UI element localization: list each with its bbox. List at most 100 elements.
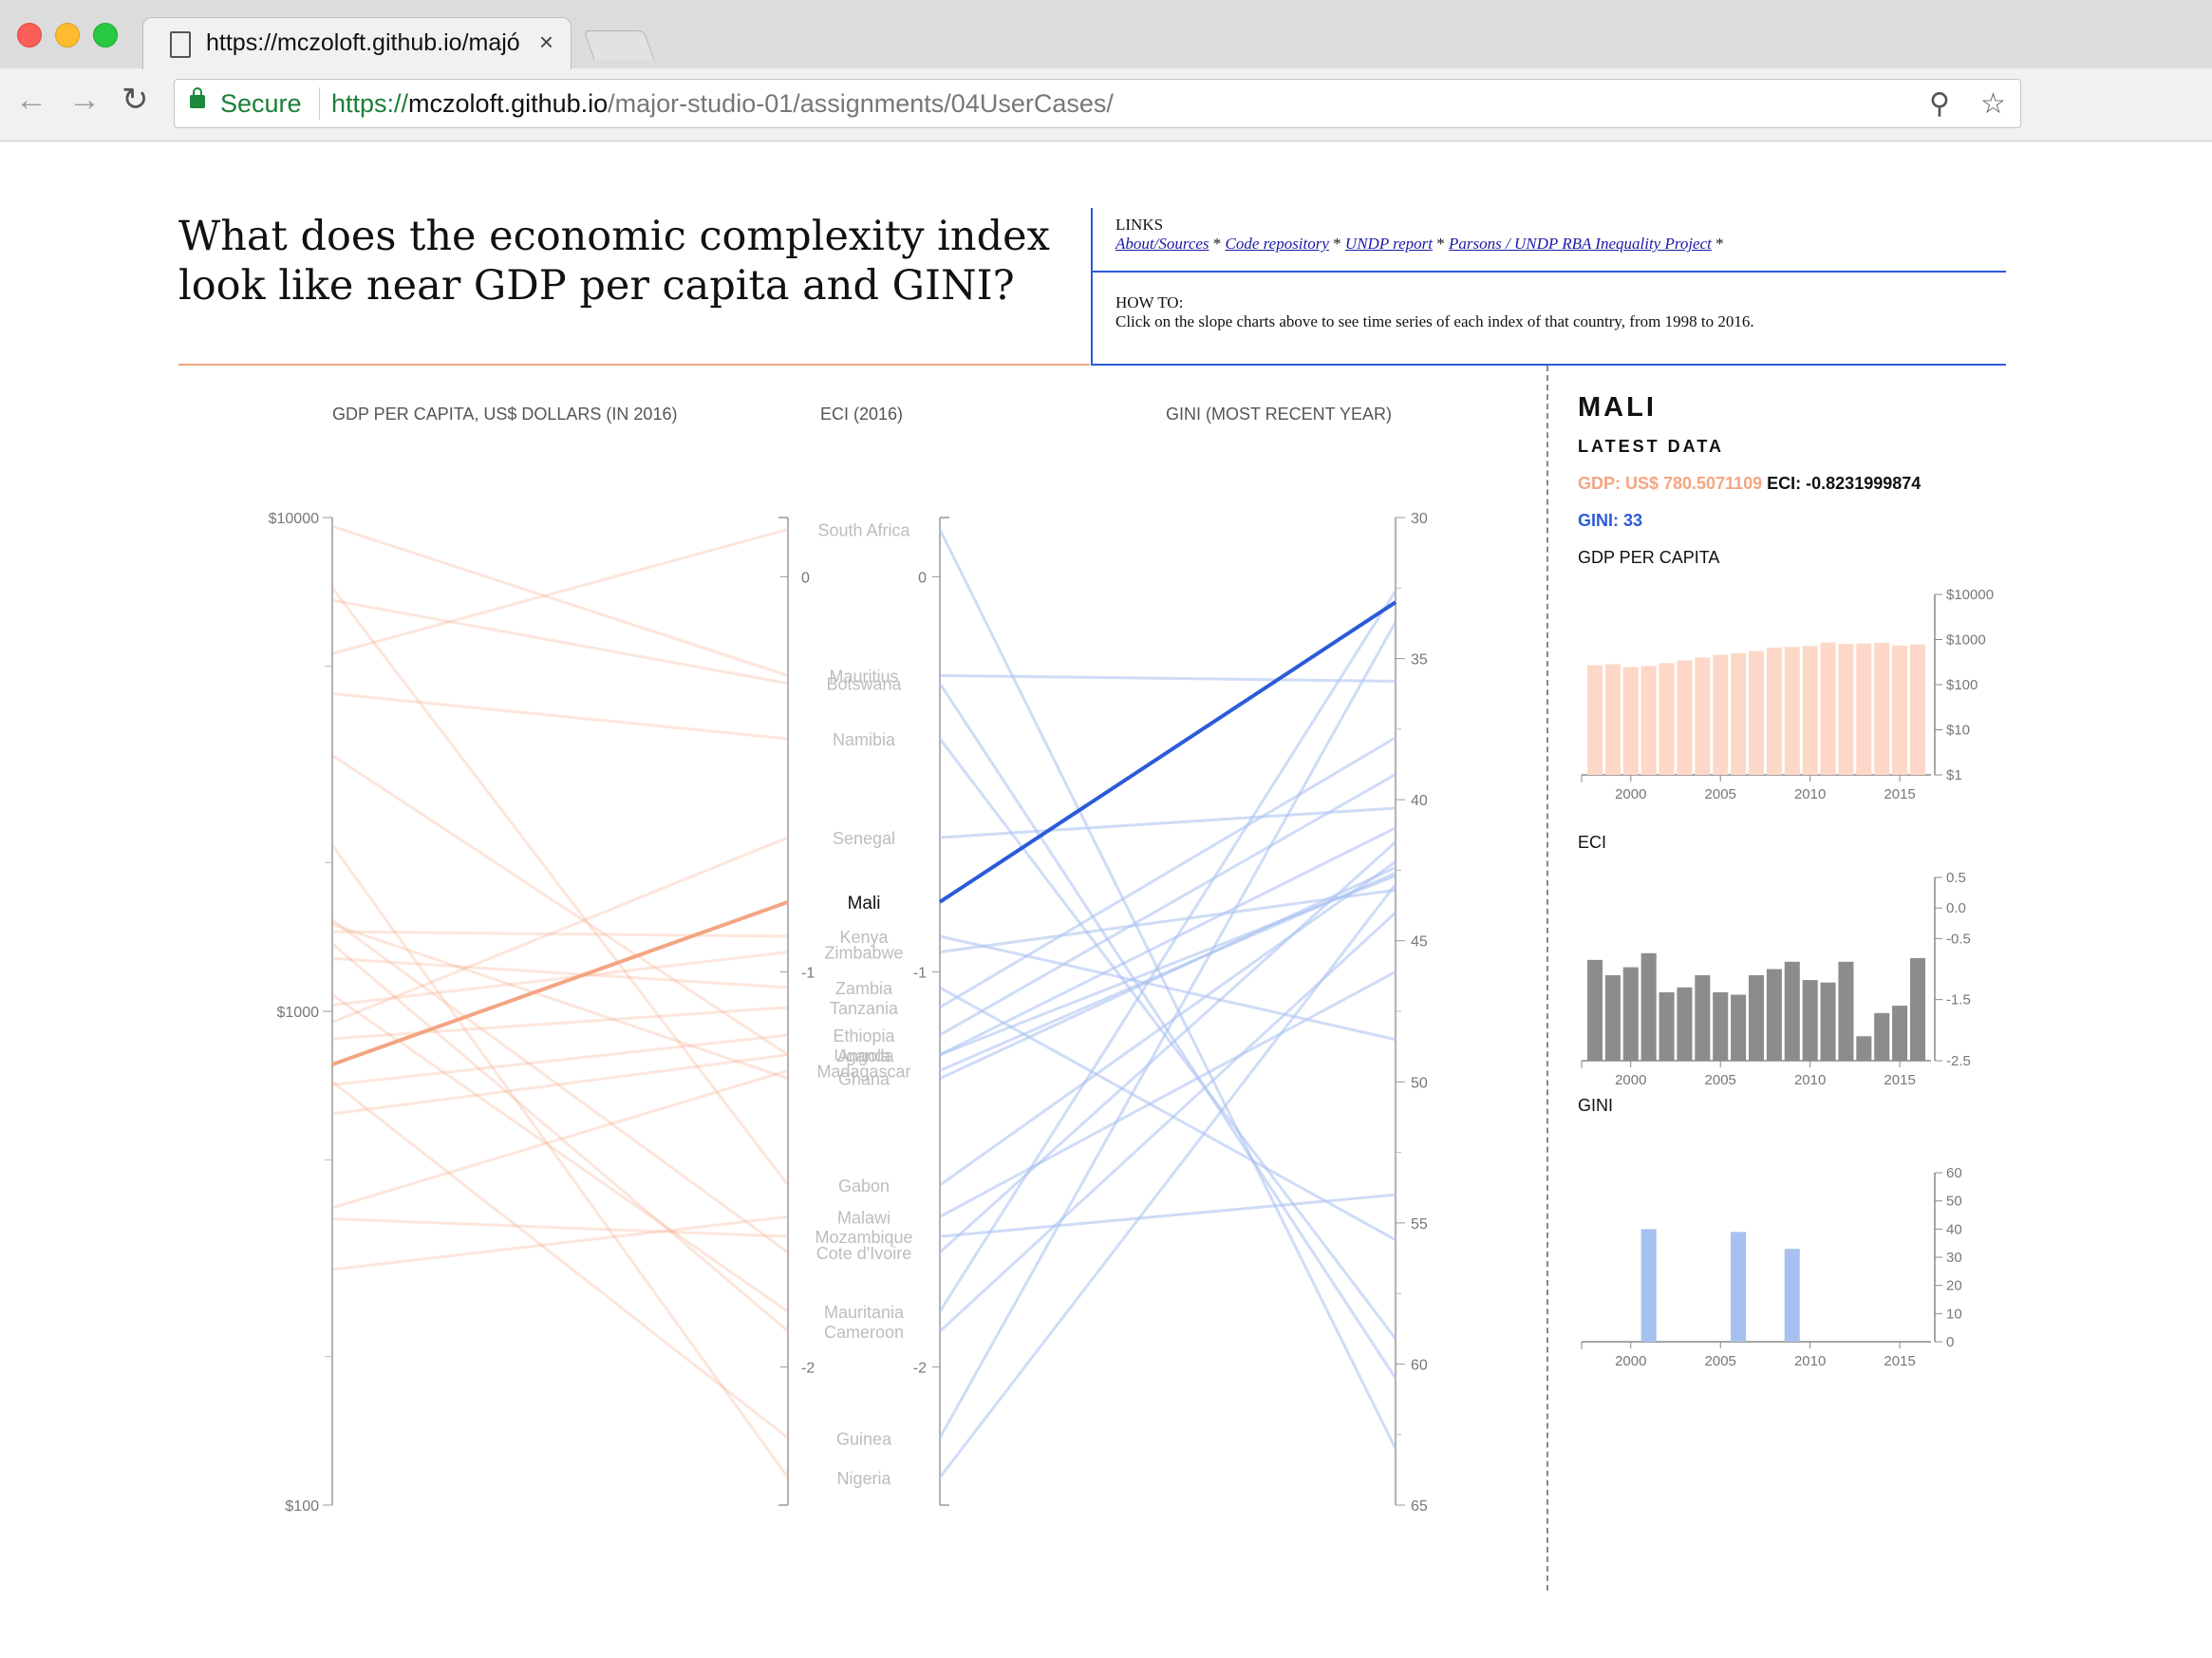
gdp-eci-line	[331, 836, 789, 1024]
x-tick-label: 2005	[1705, 1072, 1736, 1088]
y-tick-label: $10000	[1946, 587, 1994, 603]
tab-title: https://mczoloft.github.io/majó	[206, 29, 519, 56]
browser-chrome: https://mczoloft.github.io/majó × ← → ↻ …	[0, 0, 2212, 141]
gdp-bar	[1892, 645, 1908, 775]
gdp-tick-label: $10000	[269, 511, 319, 527]
zoom-icon[interactable]: ⚲	[1929, 88, 1950, 120]
latest-gdp-eci: GDP: US$ 780.5071109 ECI: -0.8231999874	[1578, 474, 2024, 494]
y-tick-label: 0	[1946, 1334, 1954, 1350]
gdp-bar	[1820, 642, 1836, 775]
gdp-bar	[1731, 652, 1747, 775]
panel-divider	[1547, 366, 1548, 1591]
gdp-bar	[1659, 663, 1675, 775]
links-header: LINKS	[1115, 216, 1164, 234]
gdp-eci-line-highlighted	[331, 899, 789, 1066]
browser-tab[interactable]: https://mczoloft.github.io/majó ×	[142, 17, 572, 69]
eci-gini-line-highlighted	[938, 600, 1397, 904]
eci-bar	[1659, 991, 1675, 1061]
eci-bar	[1713, 991, 1729, 1061]
country-label: Ghana	[838, 1070, 890, 1089]
gdp-eci-line	[331, 918, 789, 1253]
gdp-chart-title: GDP PER CAPITA	[1578, 548, 1720, 567]
link-parsons[interactable]: Parsons / UNDP RBA Inequality Project	[1449, 235, 1712, 253]
y-tick-label: 10	[1946, 1306, 1962, 1322]
eci-gini-line	[938, 883, 1397, 1479]
star-icon[interactable]: ☆	[1980, 88, 2006, 120]
gini-tick-label: 30	[1411, 511, 1428, 527]
latest-eci: ECI: -0.8231999874	[1767, 474, 1921, 493]
eci-bar	[1748, 974, 1765, 1061]
lock-icon	[190, 87, 205, 108]
country-label: Zambia	[835, 979, 893, 998]
gdp-eci-line	[331, 1217, 789, 1238]
close-window-button[interactable]	[17, 23, 42, 47]
url-text[interactable]: https://mczoloft.github.io/major-studio-…	[331, 89, 1114, 119]
y-tick-label: $1	[1946, 767, 1962, 783]
url-path: /major-studio-01/assignments/04UserCases…	[608, 89, 1114, 118]
country-label: Guinea	[836, 1429, 892, 1448]
gini-tick-label: 65	[1411, 1498, 1428, 1515]
link-separator: *	[1328, 235, 1345, 253]
gdp-bar	[1856, 643, 1872, 775]
document-icon	[170, 31, 191, 58]
y-tick-label: $1000	[1946, 632, 1986, 649]
gini-bar	[1784, 1249, 1800, 1342]
link-separator: *	[1209, 235, 1226, 253]
x-tick-label: 2010	[1794, 786, 1826, 802]
minimize-window-button[interactable]	[55, 23, 80, 47]
tab-close-icon[interactable]: ×	[538, 28, 553, 56]
links-list: About/Sources * Code repository * UNDP r…	[1115, 235, 2006, 254]
x-tick-label: 2000	[1615, 786, 1646, 802]
maximize-window-button[interactable]	[93, 23, 118, 47]
forward-icon[interactable]: →	[68, 82, 101, 118]
gini-chart-title: GINI	[1578, 1096, 1614, 1115]
eci-left-tick-label: -2	[801, 1360, 815, 1376]
latest-gini: GINI: 33	[1578, 511, 1643, 530]
gdp-bar	[1695, 657, 1711, 775]
title-divider	[178, 364, 1090, 366]
gdp-eci-line	[331, 1033, 789, 1086]
eci-bar	[1820, 982, 1836, 1061]
gini-tick-label: 55	[1411, 1216, 1428, 1233]
eci-gini-line	[938, 621, 1397, 1440]
slope-chart[interactable]: $10000$1000$1000 0-1 -1-2 -2303540455055606…	[0, 141, 1538, 1658]
x-tick-label: 2015	[1884, 1353, 1915, 1369]
gini-tick-label: 40	[1411, 793, 1428, 809]
country-label: Kenya	[839, 928, 889, 947]
gini-bar	[1731, 1232, 1747, 1342]
gdp-bar	[1874, 642, 1890, 775]
gdp-bar	[1748, 650, 1765, 775]
x-tick-label: 2000	[1615, 1353, 1646, 1369]
eci-bar	[1874, 1012, 1890, 1061]
gdp-eci-line	[331, 1068, 789, 1210]
link-about[interactable]: About/Sources	[1115, 235, 1209, 253]
reload-icon[interactable]: ↻	[122, 82, 149, 118]
tab-strip: https://mczoloft.github.io/majó ×	[0, 0, 2212, 69]
gdp-eci-line	[331, 754, 789, 1057]
link-undp-report[interactable]: UNDP report	[1344, 235, 1434, 253]
back-icon[interactable]: ←	[15, 82, 47, 118]
eci-bar	[1909, 957, 1926, 1061]
eci-bar-chart: 0.5 0.0 -0.5 -1.5 -2.5 2000 2005 2010 2015	[1581, 870, 1971, 1088]
gdp-tick-label: $1000	[277, 1005, 320, 1021]
new-tab-button[interactable]	[583, 30, 655, 60]
eci-gini-line	[939, 934, 1397, 1042]
x-tick-label: 2015	[1884, 1072, 1915, 1088]
link-code-repo[interactable]: Code repository	[1225, 235, 1329, 253]
gdp-eci-line	[331, 1053, 789, 1116]
eci-right-tick-label: -2	[913, 1360, 927, 1376]
eci-right-tick-label: -1	[913, 965, 927, 981]
country-label: Angola	[837, 1046, 891, 1065]
eci-gini-line	[938, 590, 1397, 1312]
y-tick-label: 50	[1946, 1194, 1962, 1210]
gdp-eci-line	[331, 993, 789, 1313]
eci-gini-line	[939, 806, 1397, 839]
gdp-eci-line	[331, 691, 789, 741]
address-bar[interactable]: Secure https://mczoloft.github.io/major-…	[174, 79, 2021, 128]
eci-gini-line	[938, 738, 1397, 1340]
country-label: South Africa	[817, 520, 910, 539]
y-tick-label: $10	[1946, 723, 1970, 739]
howto-section: HOW TO: Click on the slope charts above …	[1093, 274, 2006, 366]
eci-gini-line	[939, 986, 1397, 1241]
